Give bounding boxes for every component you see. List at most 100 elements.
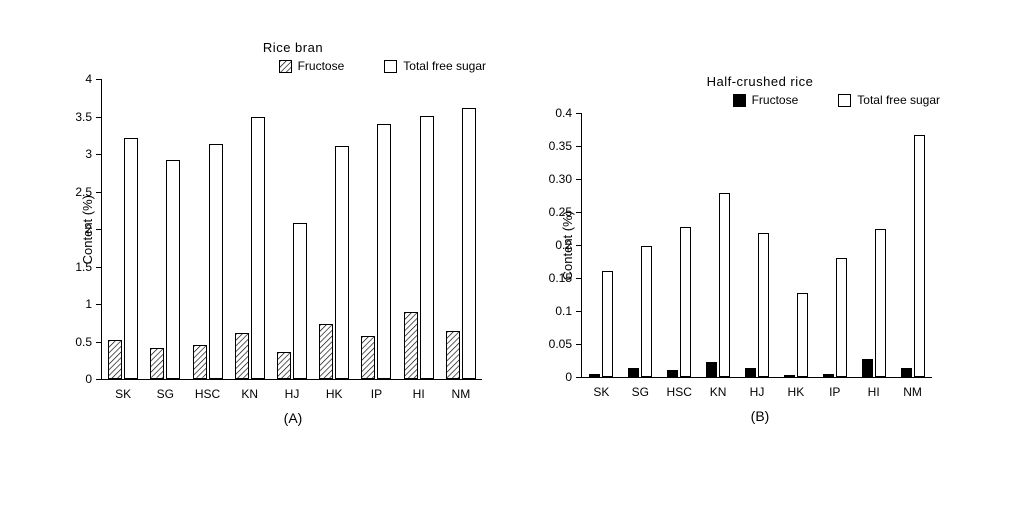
bar-fructose [193, 345, 207, 379]
bar-group [193, 144, 223, 379]
bar-group [361, 124, 391, 379]
bar-total-free-sugar [641, 246, 652, 377]
panel-a: Rice bran Fructose Total free sugar Cont… [80, 40, 506, 426]
legend-swatch-hollow [384, 60, 397, 73]
bar-fructose [150, 348, 164, 379]
panel-caption-a: (A) [80, 410, 506, 426]
y-tick [96, 267, 102, 268]
bar-fructose [235, 333, 249, 380]
y-tick-label: 0.15 [549, 271, 572, 285]
bar-total-free-sugar [124, 138, 138, 380]
x-tick-label: SG [632, 385, 649, 399]
legend-label: Fructose [752, 93, 799, 107]
chart-title-b: Half-crushed rice [560, 74, 960, 89]
legend-item-total-a: Total free sugar [384, 59, 486, 73]
x-tick-label: SK [115, 387, 131, 401]
y-tick [576, 311, 582, 312]
y-tick [96, 79, 102, 80]
bar-total-free-sugar [420, 116, 434, 379]
y-tick-label: 1.5 [75, 260, 92, 274]
bar-fructose [667, 370, 678, 377]
y-tick-label: 0.25 [549, 205, 572, 219]
bar-fructose [361, 336, 375, 380]
bar-group [706, 193, 730, 377]
legend-swatch-hatch [279, 60, 292, 73]
y-tick [96, 117, 102, 118]
y-tick-label: 3 [85, 147, 92, 161]
y-tick-label: 0.30 [549, 172, 572, 186]
x-tick-label: SK [593, 385, 609, 399]
bar-group [404, 116, 434, 379]
bar-total-free-sugar [462, 108, 476, 379]
legend-item-fructose-b: Fructose [733, 93, 799, 107]
bar-group [823, 258, 847, 377]
bar-total-free-sugar [377, 124, 391, 379]
bar-total-free-sugar [251, 117, 265, 380]
legend-label: Fructose [298, 59, 345, 73]
bar-group [319, 146, 349, 379]
x-tick-label: HSC [195, 387, 220, 401]
plot-area-a: 00.511.522.533.54SKSGHSCKNHJHKIPHINM [101, 79, 482, 380]
legend-a: Fructose Total free sugar [80, 59, 506, 73]
y-tick [576, 146, 582, 147]
bar-fructose [446, 331, 460, 379]
x-tick-label: HSC [667, 385, 692, 399]
y-tick-label: 2 [85, 222, 92, 236]
y-tick [96, 154, 102, 155]
bar-total-free-sugar [166, 160, 180, 379]
bar-group [150, 160, 180, 379]
bar-fructose [108, 340, 122, 379]
bar-group [784, 293, 808, 377]
bar-fructose [628, 368, 639, 377]
y-tick-label: 0.05 [549, 337, 572, 351]
bar-fructose [277, 352, 291, 379]
y-tick [576, 212, 582, 213]
y-tick [96, 379, 102, 380]
panel-b: Half-crushed rice Fructose Total free su… [560, 74, 960, 424]
y-tick-label: 0.4 [555, 106, 572, 120]
bar-total-free-sugar [335, 146, 349, 379]
legend-b: Fructose Total free sugar [560, 93, 960, 107]
y-tick [576, 344, 582, 345]
y-tick-label: 1 [85, 297, 92, 311]
bar-fructose [319, 324, 333, 380]
x-tick-label: IP [371, 387, 382, 401]
legend-item-total-b: Total free sugar [838, 93, 940, 107]
bar-group [862, 229, 886, 377]
x-tick-label: SG [157, 387, 174, 401]
bar-group [277, 223, 307, 379]
y-tick-label: 0.35 [549, 139, 572, 153]
y-tick-label: 3.5 [75, 110, 92, 124]
y-tick [96, 342, 102, 343]
y-tick [576, 245, 582, 246]
bar-fructose [784, 375, 795, 377]
y-tick-label: 0.5 [75, 335, 92, 349]
plot-outer-a: Content (%) 00.511.522.533.54SKSGHSCKNHJ… [80, 79, 506, 380]
x-tick-label: NM [452, 387, 471, 401]
plot-outer-b: Content (%) 00.050.10.150.20.250.300.350… [560, 113, 960, 378]
bar-group [108, 138, 138, 380]
y-tick-label: 0.1 [555, 304, 572, 318]
y-tick-label: 4 [85, 72, 92, 86]
bar-total-free-sugar [209, 144, 223, 379]
bar-fructose [745, 368, 756, 377]
bar-group [667, 227, 691, 377]
x-tick-label: HK [326, 387, 343, 401]
bar-total-free-sugar [719, 193, 730, 377]
legend-item-fructose-a: Fructose [279, 59, 345, 73]
legend-swatch-hollow [838, 94, 851, 107]
bar-total-free-sugar [875, 229, 886, 377]
bar-group [235, 117, 265, 380]
x-tick-label: NM [903, 385, 922, 399]
y-tick [96, 192, 102, 193]
legend-label: Total free sugar [857, 93, 940, 107]
bar-fructose [706, 362, 717, 377]
bar-total-free-sugar [836, 258, 847, 377]
y-tick [576, 278, 582, 279]
y-tick-label: 2.5 [75, 185, 92, 199]
x-tick-label: KN [241, 387, 258, 401]
bar-group [589, 271, 613, 377]
bar-group [446, 108, 476, 379]
panel-caption-b: (B) [560, 408, 960, 424]
y-tick-label: 0.2 [555, 238, 572, 252]
